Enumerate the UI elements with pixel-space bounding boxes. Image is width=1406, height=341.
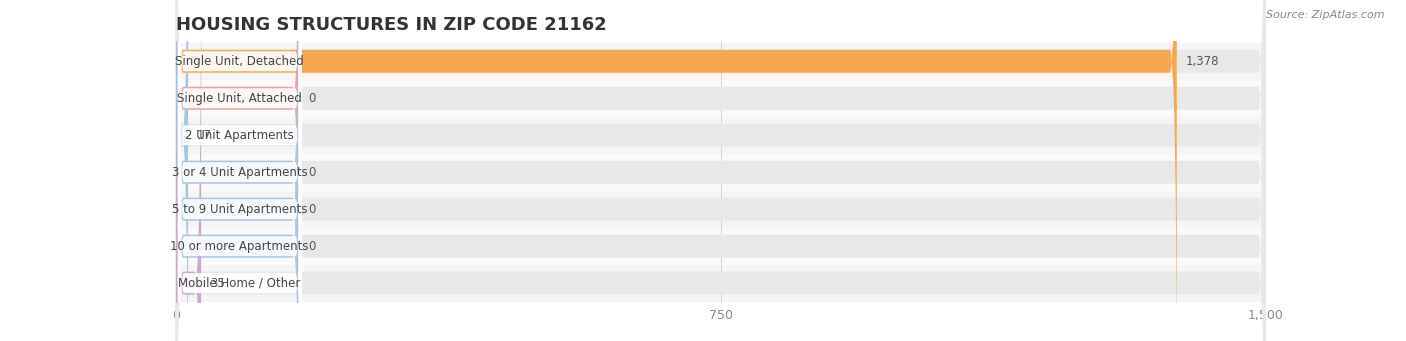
Text: 0: 0 — [308, 203, 315, 216]
FancyBboxPatch shape — [176, 0, 299, 341]
FancyBboxPatch shape — [176, 0, 1265, 341]
Text: 1,378: 1,378 — [1185, 55, 1219, 68]
Text: Mobile Home / Other: Mobile Home / Other — [179, 277, 301, 290]
FancyBboxPatch shape — [176, 0, 299, 341]
Text: 3 or 4 Unit Apartments: 3 or 4 Unit Apartments — [172, 166, 308, 179]
Text: 2 Unit Apartments: 2 Unit Apartments — [186, 129, 294, 142]
Text: 5 to 9 Unit Apartments: 5 to 9 Unit Apartments — [172, 203, 308, 216]
Bar — [176, 265, 1265, 302]
Text: Source: ZipAtlas.com: Source: ZipAtlas.com — [1267, 10, 1385, 20]
FancyBboxPatch shape — [176, 0, 1177, 341]
FancyBboxPatch shape — [179, 0, 301, 341]
Text: 35: 35 — [209, 277, 225, 290]
Text: HOUSING STRUCTURES IN ZIP CODE 21162: HOUSING STRUCTURES IN ZIP CODE 21162 — [176, 16, 606, 34]
Bar — [176, 117, 1265, 154]
FancyBboxPatch shape — [179, 0, 301, 341]
Text: 0: 0 — [308, 240, 315, 253]
Bar — [176, 228, 1265, 265]
Text: Single Unit, Detached: Single Unit, Detached — [176, 55, 304, 68]
Bar — [176, 80, 1265, 117]
FancyBboxPatch shape — [176, 0, 1265, 341]
FancyBboxPatch shape — [176, 0, 1265, 341]
Bar — [176, 154, 1265, 191]
Bar — [176, 43, 1265, 80]
FancyBboxPatch shape — [179, 0, 301, 341]
FancyBboxPatch shape — [176, 0, 299, 341]
FancyBboxPatch shape — [176, 0, 201, 341]
FancyBboxPatch shape — [176, 0, 1265, 341]
Text: 0: 0 — [308, 92, 315, 105]
FancyBboxPatch shape — [176, 0, 1265, 341]
Text: 0: 0 — [308, 166, 315, 179]
FancyBboxPatch shape — [179, 0, 301, 341]
FancyBboxPatch shape — [176, 0, 188, 341]
FancyBboxPatch shape — [176, 0, 299, 341]
Text: Single Unit, Attached: Single Unit, Attached — [177, 92, 302, 105]
Text: 10 or more Apartments: 10 or more Apartments — [170, 240, 309, 253]
FancyBboxPatch shape — [176, 0, 1265, 341]
FancyBboxPatch shape — [179, 0, 301, 341]
FancyBboxPatch shape — [179, 0, 301, 341]
FancyBboxPatch shape — [176, 0, 1265, 341]
FancyBboxPatch shape — [179, 0, 301, 341]
Bar — [176, 191, 1265, 228]
Text: 17: 17 — [197, 129, 212, 142]
